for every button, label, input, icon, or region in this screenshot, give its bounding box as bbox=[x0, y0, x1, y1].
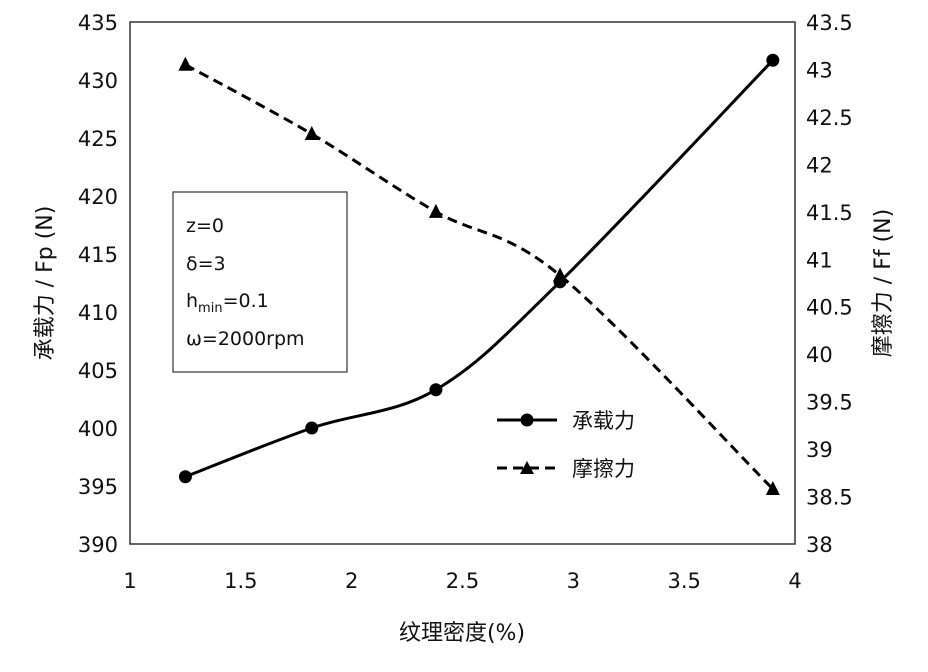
x-tick-label: 3 bbox=[567, 569, 580, 593]
annotation-delta: δ=3 bbox=[186, 253, 226, 275]
right-tick-label: 39 bbox=[806, 438, 833, 462]
left-axis-title: 承载力 / Fp (N) bbox=[33, 206, 58, 361]
friction-force-point bbox=[553, 267, 568, 282]
right-tick-label: 42.5 bbox=[806, 106, 853, 130]
x-tick-label: 1 bbox=[123, 569, 136, 593]
left-tick-label: 395 bbox=[78, 475, 118, 499]
left-tick-label: 435 bbox=[78, 11, 118, 35]
x-tick-label: 3.5 bbox=[667, 569, 700, 593]
plot-frame bbox=[129, 21, 796, 545]
right-axis-ticks: 38 38.5 39 39.5 40 40.5 41 41.5 42 42.5 43 43.5 bbox=[806, 11, 853, 557]
x-tick-label: 2 bbox=[345, 569, 358, 593]
annotation-frame bbox=[172, 191, 348, 373]
right-axis-title: 摩擦力 / Ff (N) bbox=[871, 209, 896, 357]
left-tick-label: 390 bbox=[78, 533, 118, 557]
left-axis-ticks: 390 395 400 405 410 415 420 425 430 435 bbox=[78, 11, 118, 557]
friction-force-point bbox=[178, 56, 193, 71]
series-layer bbox=[178, 53, 780, 495]
x-axis-ticks: 1 1.5 2 2.5 3 3.5 4 bbox=[123, 569, 801, 593]
x-tick-label: 4 bbox=[788, 569, 801, 593]
annotation-h: h bbox=[186, 290, 198, 312]
right-tick-label: 38 bbox=[806, 533, 833, 557]
right-tick-label: 40.5 bbox=[806, 296, 853, 320]
left-tick-label: 410 bbox=[78, 301, 118, 325]
x-axis-title: 纹理密度(%) bbox=[399, 621, 525, 646]
friction-force-line bbox=[184, 63, 774, 491]
left-tick-label: 415 bbox=[78, 243, 118, 267]
x-tick-label: 2.5 bbox=[446, 569, 479, 593]
right-tick-label: 42 bbox=[806, 153, 833, 177]
legend-label-friction: 摩擦力 bbox=[572, 457, 635, 481]
bearing-force-point bbox=[429, 383, 443, 397]
annotation-h-subscript: min bbox=[198, 301, 223, 316]
right-tick-label: 41 bbox=[806, 248, 833, 272]
legend: 承载力 摩擦力 bbox=[497, 409, 635, 481]
right-tick-label: 38.5 bbox=[806, 486, 853, 510]
left-tick-label: 430 bbox=[78, 69, 118, 93]
bearing-force-point bbox=[178, 470, 192, 484]
bearing-force-line bbox=[184, 59, 774, 479]
right-tick-label: 43.5 bbox=[806, 11, 853, 35]
right-tick-label: 39.5 bbox=[806, 391, 853, 415]
right-tick-label: 43 bbox=[806, 58, 833, 82]
left-tick-label: 405 bbox=[78, 359, 118, 383]
left-tick-label: 400 bbox=[78, 417, 118, 441]
annotation-omega: ω=2000rpm bbox=[186, 328, 305, 350]
right-tick-label: 40 bbox=[806, 343, 833, 367]
friction-force-point bbox=[304, 125, 319, 140]
left-tick-label: 425 bbox=[78, 127, 118, 151]
x-tick-label: 1.5 bbox=[224, 569, 257, 593]
annotation-z: z=0 bbox=[186, 215, 224, 237]
legend-marker-bearing bbox=[520, 413, 534, 427]
annotation-hmin: hmin=0.1 bbox=[186, 290, 269, 316]
parameter-annotation-box: z=0 δ=3 hmin=0.1 ω=2000rpm bbox=[172, 191, 348, 373]
bearing-force-point bbox=[305, 421, 319, 435]
annotation-hmin-value: =0.1 bbox=[223, 290, 269, 312]
right-tick-label: 41.5 bbox=[806, 201, 853, 225]
legend-marker-friction bbox=[520, 461, 534, 474]
left-tick-label: 420 bbox=[78, 185, 118, 209]
legend-label-bearing: 承载力 bbox=[572, 409, 635, 433]
bearing-force-point bbox=[766, 53, 780, 67]
friction-force-point bbox=[765, 480, 780, 495]
friction-force-point bbox=[428, 203, 443, 218]
